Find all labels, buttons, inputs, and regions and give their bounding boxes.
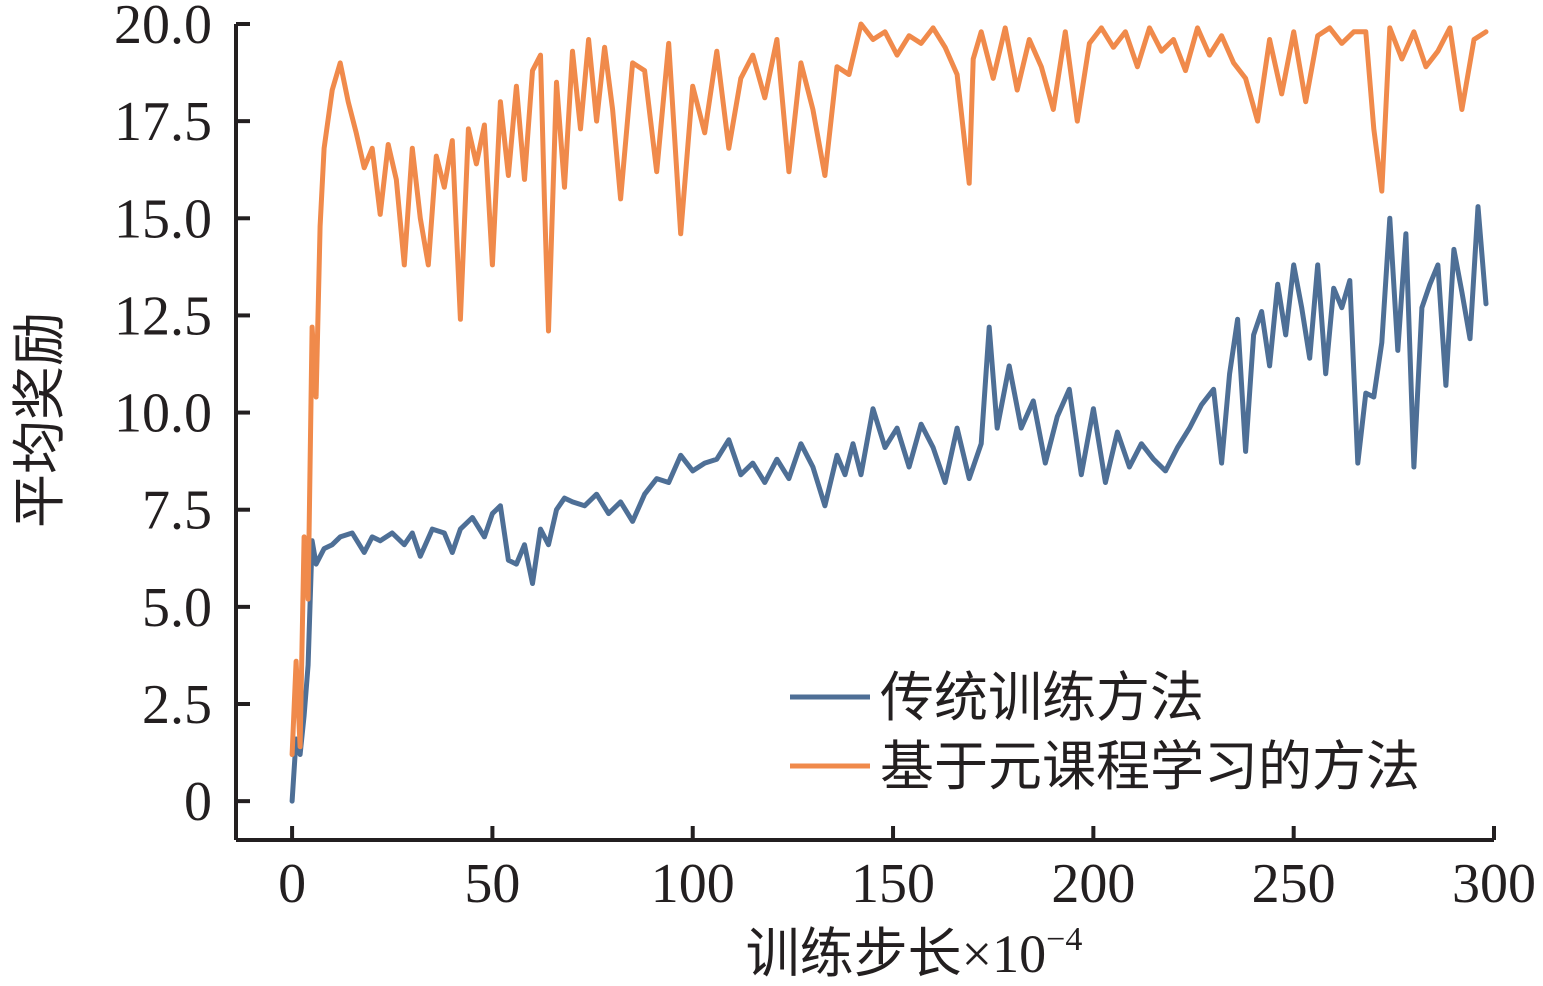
- y-tick-label: 5.0: [142, 577, 212, 639]
- series-lines: [289, 21, 1489, 804]
- y-tick-label: 15.0: [114, 188, 212, 250]
- x-tick-label: 250: [1252, 853, 1336, 915]
- x-tick-label: 50: [464, 853, 520, 915]
- y-tick-label: 17.5: [114, 91, 212, 153]
- y-tick-labels: 0 2.5 5.0 7.5 10.0 12.5 15.0 17.5 20.0: [114, 0, 212, 833]
- x-tick-label: 150: [851, 853, 935, 915]
- x-axis-label: 训练步长×10−4: [746, 921, 1083, 984]
- tick-marks: [236, 22, 1496, 840]
- x-tick-label: 100: [651, 853, 735, 915]
- legend-label-meta-curriculum: 基于元课程学习的方法: [880, 737, 1420, 797]
- y-tick-label: 20.0: [114, 0, 212, 56]
- y-tick-label: 10.0: [114, 383, 212, 445]
- y-tick-label: 0: [184, 771, 212, 833]
- x-tick-label: 200: [1051, 853, 1135, 915]
- y-axis-label: 平均奖励: [10, 312, 70, 528]
- y-tick-label: 2.5: [142, 674, 212, 736]
- series-line-1: [289, 21, 1489, 757]
- y-tick-label: 7.5: [142, 480, 212, 542]
- x-tick-label: 300: [1452, 853, 1536, 915]
- legend: 传统训练方法 基于元课程学习的方法: [790, 668, 1420, 797]
- x-axis-label-main: 训练步长×10: [746, 924, 1046, 984]
- legend-label-traditional: 传统训练方法: [880, 668, 1204, 728]
- series-line-0: [289, 204, 1489, 804]
- x-tick-labels: 0 50 100 150 200 250 300: [278, 853, 1536, 915]
- x-tick-label: 0: [278, 853, 306, 915]
- y-tick-label: 12.5: [114, 285, 212, 347]
- x-axis-label-exponent: −4: [1046, 921, 1082, 958]
